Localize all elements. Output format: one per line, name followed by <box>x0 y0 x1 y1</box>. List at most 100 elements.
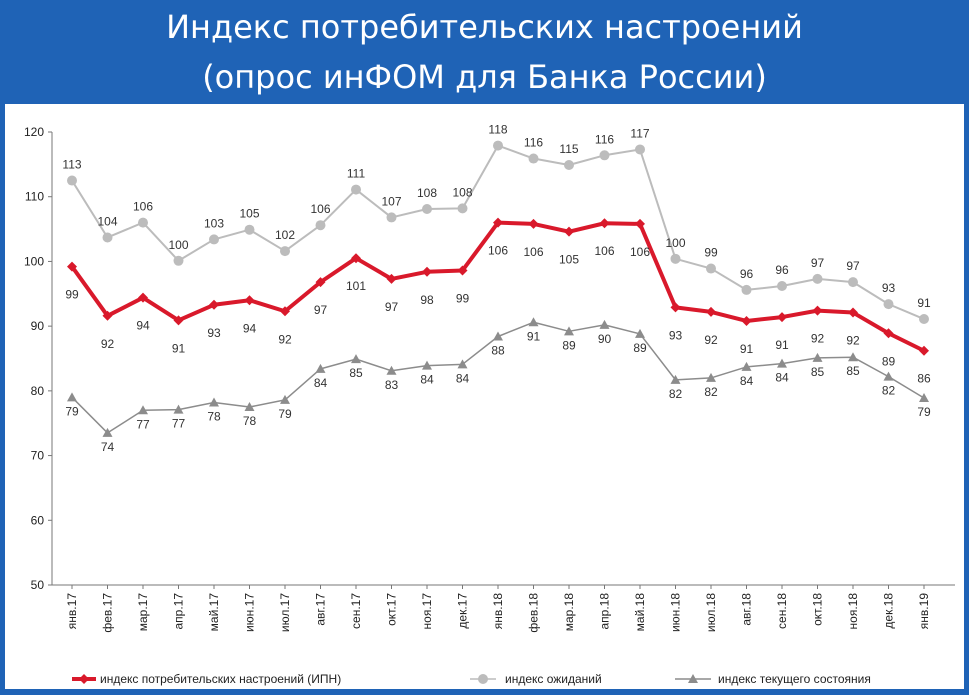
y-tick-label: 70 <box>31 449 45 463</box>
y-tick-label: 110 <box>25 190 44 204</box>
expectations-data-label: 116 <box>524 136 543 150</box>
ipn-point <box>635 218 645 229</box>
current-point <box>528 317 539 327</box>
y-tick-label: 120 <box>24 125 44 139</box>
ipn-data-label: 92 <box>811 332 825 346</box>
expectations-point <box>635 144 645 155</box>
x-tick-label: окт.18 <box>811 593 825 626</box>
x-tick-label: дек.17 <box>456 593 470 629</box>
expectations-data-label: 97 <box>811 256 825 270</box>
current-point <box>351 354 361 364</box>
x-tick-label: апр.18 <box>598 593 612 630</box>
ipn-point <box>422 266 432 277</box>
expectations-point <box>351 184 361 195</box>
ipn-data-label: 92 <box>278 332 292 346</box>
chart-title-line1: Индекс потребительских настроений <box>166 8 803 46</box>
current-point <box>315 363 326 373</box>
x-tick-label: фев.17 <box>101 593 115 633</box>
ipn-point <box>315 277 326 288</box>
ipn-data-label: 93 <box>207 326 221 340</box>
ipn-data-label: 97 <box>314 303 328 317</box>
legend-ipn-marker <box>79 674 89 684</box>
x-tick-label: июл.18 <box>704 593 718 632</box>
expectations-point <box>599 150 610 161</box>
ipn-point <box>741 315 752 326</box>
expectations-data-label: 108 <box>417 186 437 200</box>
current-data-label: 79 <box>917 405 931 419</box>
current-data-label: 84 <box>775 371 789 385</box>
ipn-data-label: 97 <box>385 300 399 314</box>
expectations-data-label: 113 <box>62 158 81 172</box>
expectations-point <box>741 284 752 295</box>
current-data-label: 77 <box>136 417 150 431</box>
expectations-data-label: 107 <box>381 194 401 208</box>
expectations-data-label: 116 <box>595 132 614 146</box>
title-banner: Индекс потребительских настроений (опрос… <box>0 0 969 104</box>
x-tick-label: сен.17 <box>349 593 363 629</box>
current-data-label: 79 <box>278 407 292 421</box>
current-point <box>741 361 752 371</box>
current-point <box>67 392 77 402</box>
current-point <box>493 331 503 341</box>
ipn-point <box>209 299 219 310</box>
ipn-point <box>706 306 716 317</box>
x-tick-label: авг.17 <box>314 593 328 626</box>
expectations-data-label: 91 <box>917 296 931 310</box>
x-tick-label: июл.17 <box>278 593 292 632</box>
x-tick-label: авг.18 <box>740 593 754 626</box>
ipn-point <box>244 295 255 306</box>
x-tick-label: ноя.17 <box>420 593 434 630</box>
current-data-label: 84 <box>314 376 328 390</box>
current-point <box>173 404 184 414</box>
ipn-point <box>777 312 787 323</box>
expectations-data-label: 100 <box>665 236 685 250</box>
y-tick-label: 50 <box>31 578 45 592</box>
current-point <box>777 358 787 368</box>
ipn-data-label: 91 <box>172 341 186 355</box>
chart-frame <box>0 104 969 695</box>
current-data-label: 77 <box>172 417 186 431</box>
current-point <box>706 372 716 382</box>
y-tick-label: 60 <box>31 513 45 527</box>
x-tick-label: мар.18 <box>562 593 576 632</box>
current-point <box>102 427 113 437</box>
current-data-label: 84 <box>420 373 434 387</box>
y-tick-label: 90 <box>31 319 45 333</box>
x-tick-label: июн.18 <box>669 593 683 632</box>
current-data-label: 79 <box>65 404 79 418</box>
ipn-point <box>564 226 574 237</box>
current-data-label: 85 <box>846 364 860 378</box>
y-tick-label: 80 <box>31 384 45 398</box>
legend-expectations-marker <box>478 674 488 684</box>
ipn-point <box>528 218 539 229</box>
ipn-data-label: 89 <box>882 354 896 368</box>
ipn-data-label: 94 <box>136 319 150 333</box>
ipn-point <box>883 328 894 339</box>
current-data-label: 88 <box>491 343 505 357</box>
x-tick-label: фев.18 <box>527 593 541 633</box>
ipn-point <box>173 315 184 326</box>
current-data-label: 78 <box>243 414 257 428</box>
ipn-point <box>919 345 929 356</box>
ipn-data-label: 92 <box>704 333 718 347</box>
ipn-data-label: 106 <box>630 245 650 259</box>
chart-title-line2: (опрос инФОМ для Банка России) <box>202 58 767 96</box>
current-point <box>422 360 432 370</box>
ipn-point <box>670 302 681 313</box>
current-point <box>280 394 290 404</box>
expectations-point <box>883 299 894 310</box>
expectations-data-label: 111 <box>347 167 366 181</box>
ipn-point <box>351 253 361 264</box>
ipn-data-label: 105 <box>559 253 579 267</box>
current-point <box>635 328 645 338</box>
current-data-label: 83 <box>385 378 399 392</box>
expectations-data-label: 117 <box>630 126 649 140</box>
current-data-label: 84 <box>456 371 470 385</box>
ipn-point <box>67 261 77 272</box>
ipn-data-label: 106 <box>594 244 614 258</box>
current-point <box>457 359 468 369</box>
expectations-data-label: 97 <box>846 259 860 273</box>
ipn-point <box>138 292 148 303</box>
ipn-data-label: 98 <box>420 293 434 307</box>
